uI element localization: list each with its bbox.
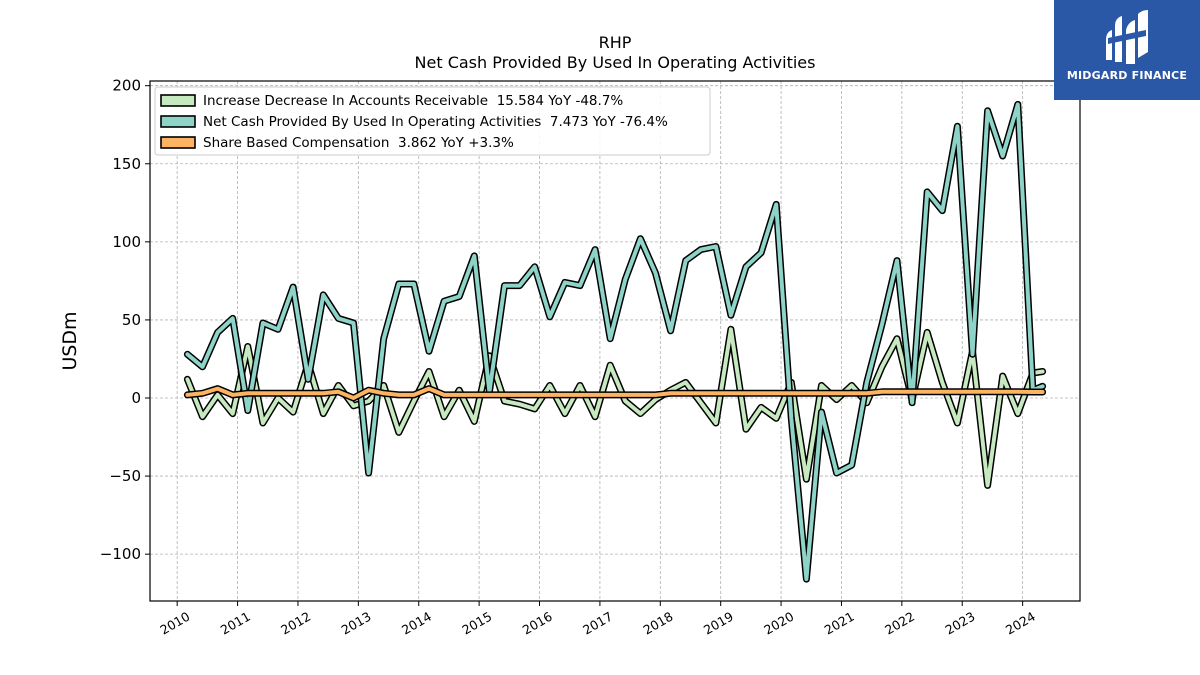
- logo-text: MIDGARD FINANCE: [1066, 69, 1188, 82]
- legend-swatch: [160, 136, 196, 149]
- legend-label: Increase Decrease In Accounts Receivable…: [203, 93, 623, 109]
- x-tick-label: 2019: [701, 609, 736, 638]
- x-tick-label: 2023: [942, 609, 977, 638]
- y-tick-label: 50: [122, 311, 141, 329]
- x-tick-label: 2011: [218, 609, 253, 638]
- legend-swatch: [160, 115, 196, 128]
- series-line-2: [185, 386, 1045, 400]
- series-layer: [183, 100, 1047, 583]
- x-tick-label: 2015: [459, 609, 494, 638]
- legend-label: Share Based Compensation 3.862 YoY +3.3%: [203, 135, 514, 151]
- y-tick-label: −50: [109, 467, 141, 485]
- x-tick-label: 2016: [520, 609, 555, 638]
- x-tick-label: 2022: [882, 609, 917, 638]
- logo-mark-icon: [1106, 10, 1148, 64]
- y-tick-label: −100: [100, 545, 141, 563]
- x-tick-label: 2017: [580, 609, 615, 638]
- legend-box: [154, 86, 711, 156]
- x-tick-label: 2020: [761, 609, 796, 638]
- series-line-0: [185, 327, 1045, 488]
- y-tick-label: 100: [112, 233, 141, 251]
- x-axis: 2010 2011 2012 2013 2014 2015 2016 2017 2018 2019…: [157, 601, 1038, 638]
- legend-swatch: [160, 94, 196, 107]
- y-axis: −100 −50 0 50 100 150 200: [100, 77, 150, 563]
- series-line-1: [185, 102, 1045, 582]
- y-axis-label: USDm: [59, 311, 81, 370]
- y-tick-label: 200: [112, 77, 141, 95]
- plot-frame: [149, 80, 1081, 602]
- x-tick-label: 2012: [278, 609, 313, 638]
- y-tick-label: 150: [112, 155, 141, 173]
- legend: Increase Decrease In Accounts Receivable…: [154, 86, 711, 156]
- legend-label: Net Cash Provided By Used In Operating A…: [203, 114, 668, 130]
- x-tick-label: 2014: [399, 609, 434, 638]
- y-tick-label: 0: [131, 389, 141, 407]
- grid: [150, 81, 1080, 601]
- brand-logo: MIDGARD FINANCE: [1054, 0, 1200, 100]
- x-tick-label: 2018: [641, 609, 676, 638]
- x-tick-label: 2021: [822, 609, 857, 638]
- chart-title: RHP: [599, 33, 632, 52]
- x-tick-label: 2024: [1003, 609, 1038, 638]
- chart-subtitle: Net Cash Provided By Used In Operating A…: [415, 53, 816, 72]
- x-tick-label: 2010: [157, 609, 192, 638]
- x-tick-label: 2013: [339, 609, 374, 638]
